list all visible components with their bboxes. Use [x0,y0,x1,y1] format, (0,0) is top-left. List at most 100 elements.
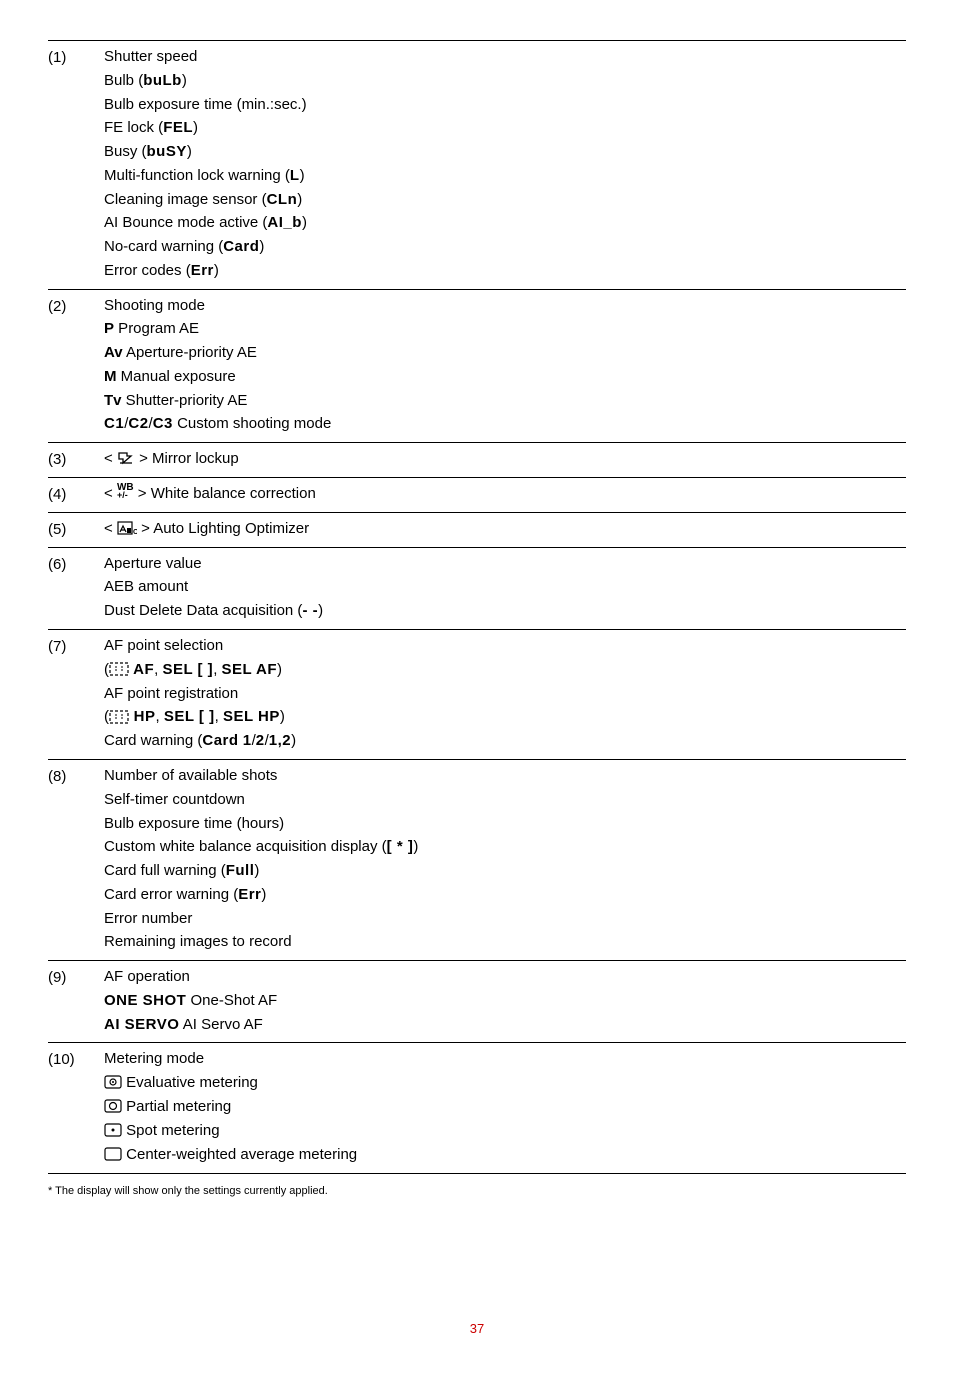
text-span: Card error warning ( [104,886,238,903]
text-span: M [104,368,117,385]
text-span: Spot metering [122,1122,220,1139]
text-span: AI_b [267,214,302,231]
text-span: Error codes ( [104,262,191,279]
text-span: Busy ( [104,143,147,160]
text-span: ) [300,167,305,184]
text-span: Error number [104,910,192,927]
text-span: ) [318,602,323,619]
content-line: Cleaning image sensor (CLn) [104,188,906,212]
row-content: AF point selection ( AF, SEL [ ], SEL AF)… [104,634,906,753]
partial-metering-icon [104,1096,122,1118]
content-line: Card warning (Card 1/2/1,2) [104,729,906,753]
text-span: 1,2 [269,732,291,749]
content-line: AI SERVO AI Servo AF [104,1013,906,1037]
text-span: Custom shooting mode [173,415,331,432]
table-row: (2)Shooting modeP Program AEAv Aperture-… [48,289,906,443]
text-span: - - [302,602,318,619]
content-line: Spot metering [104,1119,906,1143]
text-span: Av [104,344,123,361]
mirror-lockup-icon [117,448,135,470]
content-line: < > Mirror lockup [104,447,906,471]
content-line: Evaluative metering [104,1071,906,1095]
row-content: Number of available shots Self-timer coun… [104,764,906,954]
content-line: C1/C2/C3 Custom shooting mode [104,412,906,436]
table-row: (3)< > Mirror lockup [48,442,906,477]
white-balance-icon: WB+/- [117,483,134,505]
content-line: ( HP, SEL [ ], SEL HP) [104,705,906,729]
content-line: Av Aperture-priority AE [104,341,906,365]
content-line: Error codes (Err) [104,259,906,283]
text-span: Tv [104,392,122,409]
text-span: 1 [243,732,252,749]
text-span: Metering mode [104,1050,204,1067]
content-line: AI Bounce mode active (AI_b) [104,211,906,235]
text-span: ) [261,886,266,903]
text-span: Number of available shots [104,767,277,784]
row-content: < > Mirror lockup [104,447,906,471]
content-line: Aperture value [104,552,906,576]
text-span: ONE SHOT [104,992,186,1009]
content-line: Card error warning (Err) [104,883,906,907]
row-content: Shutter speedBulb (buLb)Bulb exposure ti… [104,45,906,283]
text-span: Bulb ( [104,72,143,89]
text-span: ) [214,262,219,279]
text-span: ) [291,732,296,749]
text-span: < [104,485,117,502]
row-content: Shooting modeP Program AEAv Aperture-pri… [104,294,906,437]
text-span: P [104,320,114,337]
text-span: , [213,661,221,678]
content-line: FE lock (FEL) [104,116,906,140]
text-span: AF [129,661,154,678]
text-span: Shooting mode [104,297,205,314]
content-line: ( AF, SEL [ ], SEL AF) [104,658,906,682]
text-span: C2 [128,415,148,432]
text-span: AF point registration [104,685,238,702]
content-line: Shooting mode [104,294,906,318]
content-line: M Manual exposure [104,365,906,389]
row-content: < ON > Auto Lighting Optimizer [104,517,906,541]
af-point-box-icon [109,659,129,681]
text-span: Bulb exposure time (min.:sec.) [104,96,307,113]
table-row: (1)Shutter speedBulb (buLb)Bulb exposure… [48,40,906,289]
text-span: SEL [ ] [162,661,213,678]
text-span: Remaining images to record [104,933,292,950]
table-row: (4)< WB+/- > White balance correction [48,477,906,512]
text-span: SEL AF [222,661,278,678]
content-line: AF point registration [104,682,906,706]
text-span: Manual exposure [117,368,236,385]
table-row: (6)Aperture valueAEB amountDust Delete D… [48,547,906,629]
content-line: Dust Delete Data acquisition (- -) [104,599,906,623]
text-span: Full [226,862,255,879]
text-span: Cleaning image sensor ( [104,191,267,208]
text-span: Self-timer countdown [104,791,245,808]
content-line: AF point selection [104,634,906,658]
text-span: AI SERVO [104,1016,179,1033]
row-number: (10) [48,1047,104,1166]
text-span: ) [182,72,187,89]
table-bottom-rule [48,1173,906,1174]
text-span: < [104,450,117,467]
row-content: Metering mode Evaluative metering Partia… [104,1047,906,1166]
text-span: Evaluative metering [122,1074,258,1091]
text-span: FE lock ( [104,119,163,136]
content-line: Partial metering [104,1095,906,1119]
text-span: ) [259,238,264,255]
text-span: ) [254,862,259,879]
row-number: (6) [48,552,104,623]
af-point-box-icon [109,707,129,729]
text-span: ) [193,119,198,136]
content-line: Bulb exposure time (hours) [104,812,906,836]
text-span: L [290,167,300,184]
text-span: Partial metering [122,1098,231,1115]
text-span: < [104,520,117,537]
row-content: AF operationONE SHOT One-Shot AFAI SERVO… [104,965,906,1036]
content-line: Remaining images to record [104,930,906,954]
row-number: (5) [48,517,104,541]
text-span: ) [297,191,302,208]
text-span: AF point selection [104,637,223,654]
text-span: Card warning ( [104,732,202,749]
text-span: , [156,708,164,725]
content-line: Metering mode [104,1047,906,1071]
text-span: ) [187,143,192,160]
text-span: Shutter-priority AE [122,392,248,409]
